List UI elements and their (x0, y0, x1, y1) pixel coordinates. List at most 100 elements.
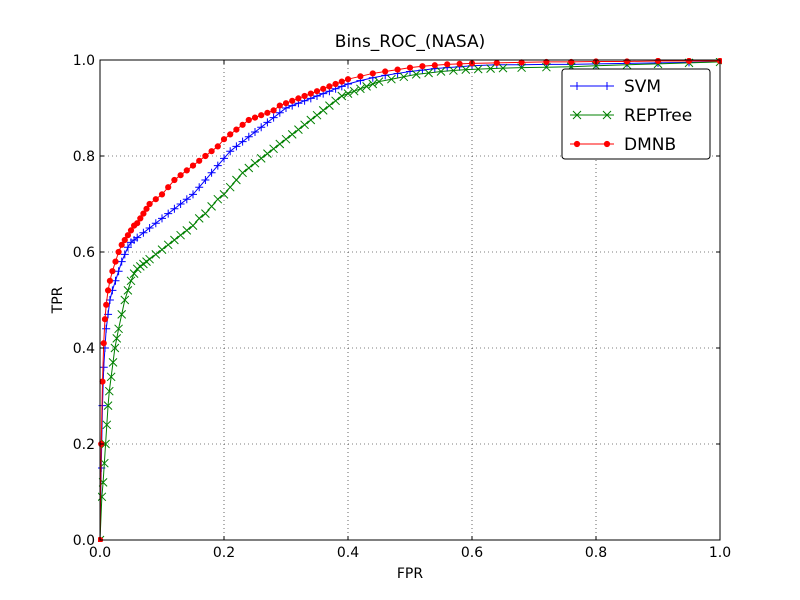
y-tick-label: 0.8 (73, 149, 95, 165)
data-point (109, 268, 116, 275)
data-point (171, 176, 178, 184)
data-point (182, 226, 192, 235)
data-point (220, 154, 228, 163)
data-point (325, 101, 334, 110)
data-point (300, 120, 309, 130)
data-point (542, 62, 551, 72)
data-point (108, 358, 118, 367)
data-point (207, 202, 216, 211)
data-point (232, 175, 241, 185)
data-point (269, 144, 278, 154)
data-point (287, 130, 297, 139)
data-point (238, 137, 247, 146)
y-axis-label: TPR (50, 286, 66, 314)
y-tick-label: 1.0 (73, 53, 95, 69)
legend-label: REPTree (624, 106, 692, 126)
data-point (332, 80, 339, 88)
data-point (431, 62, 438, 69)
y-tick-labels: 0.0 0.2 0.4 0.6 0.8 1.0 (73, 53, 95, 549)
data-point (163, 240, 173, 250)
data-point (158, 214, 166, 223)
data-point (486, 64, 495, 73)
data-point (110, 343, 120, 353)
data-point (145, 224, 154, 232)
data-point (104, 386, 114, 396)
data-point (101, 439, 110, 449)
data-point (282, 100, 290, 107)
data-point (436, 67, 446, 76)
data-point (114, 267, 123, 276)
data-point (143, 205, 150, 212)
data-point (183, 167, 190, 174)
x-tick-label: 0.8 (585, 545, 607, 561)
data-point (207, 168, 216, 177)
data-point (233, 126, 240, 133)
data-point (313, 88, 321, 95)
data-point (387, 74, 396, 84)
data-point (258, 112, 265, 119)
data-point (493, 59, 500, 66)
legend-item-reptree: REPTree (570, 106, 692, 126)
data-point (196, 157, 203, 164)
data-point (133, 233, 142, 242)
data-point (219, 190, 229, 199)
data-point (99, 363, 108, 372)
data-point (201, 176, 210, 184)
legend-marker (603, 82, 611, 90)
data-point (424, 68, 433, 78)
data-point (251, 128, 259, 136)
data-point (112, 258, 119, 265)
data-point (213, 194, 223, 204)
legend-item-svm: SVM (570, 77, 661, 97)
data-point (124, 232, 132, 239)
data-point (356, 84, 365, 94)
x-tick-label: 0.0 (89, 545, 111, 561)
legend-marker (602, 110, 612, 120)
data-point (518, 59, 525, 66)
data-point (357, 73, 364, 80)
data-point (201, 209, 210, 218)
data-point (295, 95, 302, 102)
data-point (517, 63, 526, 73)
data-point (98, 492, 107, 502)
x-tick-label: 1.0 (709, 545, 731, 561)
data-point (137, 215, 144, 222)
x-tick-label: 0.4 (337, 545, 359, 561)
data-point (134, 220, 141, 227)
data-point (151, 250, 161, 259)
data-point (140, 210, 147, 217)
data-point (177, 172, 184, 179)
legend-label: DMNB (624, 135, 676, 155)
data-point (194, 214, 204, 223)
data-point (170, 235, 179, 245)
data-point (213, 161, 222, 170)
data-point (114, 324, 123, 334)
y-tick-label: 0.6 (73, 245, 95, 261)
data-point (146, 200, 153, 208)
data-point (306, 115, 316, 125)
data-point (399, 72, 409, 82)
chart-title: Bins_ROC_(NASA) (335, 32, 485, 52)
data-point (307, 90, 314, 97)
data-point (165, 184, 172, 191)
data-point (591, 61, 601, 71)
plot-frame (99, 59, 721, 541)
data-point (257, 123, 266, 132)
data-point (120, 250, 129, 259)
data-point (331, 96, 340, 106)
data-point (188, 221, 198, 230)
data-point (301, 92, 308, 100)
data-point (568, 58, 575, 66)
data-point (189, 162, 197, 169)
legend-box (561, 68, 711, 160)
data-point (227, 131, 234, 138)
y-tick-label: 0.2 (73, 437, 95, 453)
y-tick-label: 0.4 (73, 341, 95, 357)
data-point (276, 102, 283, 109)
data-point (103, 401, 113, 410)
data-point (318, 106, 328, 115)
data-point (270, 107, 277, 114)
data-point (251, 114, 259, 121)
data-point (102, 324, 111, 333)
